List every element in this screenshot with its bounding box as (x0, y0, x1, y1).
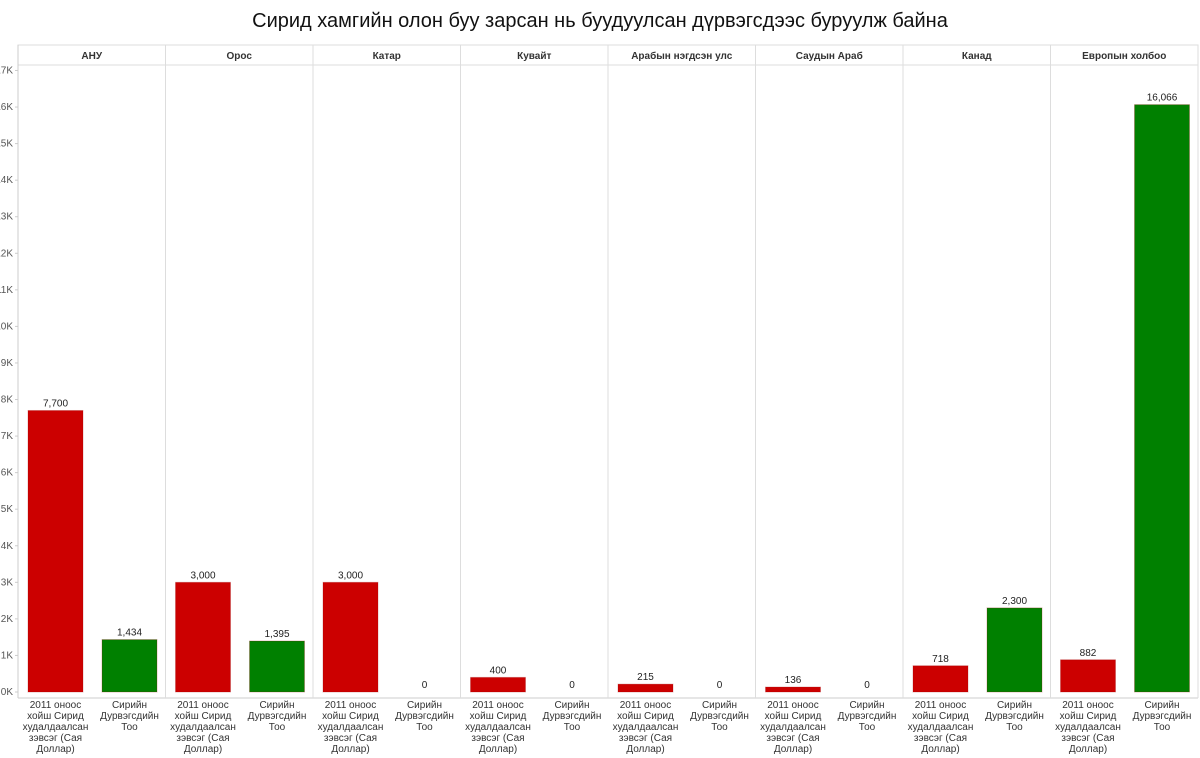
bar (1134, 104, 1190, 693)
facet-label: Канад (962, 51, 992, 62)
y-tick-label: 15K (0, 139, 13, 150)
value-label: 718 (932, 654, 949, 665)
x-tick-label: Сирийн Дурвэгсдийн Тоо (690, 700, 749, 733)
facet-label: Кувайт (517, 51, 551, 62)
value-label: 400 (490, 665, 507, 676)
y-tick-label: 12K (0, 248, 13, 259)
x-tick-label: Сирийн Дурвэгсдийн Тоо (247, 700, 307, 733)
x-tick-label: 2011 оноос хойш Сирид худалдаалсан зэвсэ… (170, 700, 236, 755)
x-tick-label: Сирийн Дурвэгсдийн Тоо (985, 700, 1044, 733)
facet-label: Катар (373, 51, 401, 62)
chart-title: Сирид хамгийн олон буу зарсан нь буудуул… (252, 10, 949, 32)
y-tick-label: 6K (1, 468, 14, 479)
x-tick-label: 2011 оноос хойш Сирид худалдаалсан зэвсэ… (317, 700, 384, 755)
value-label: 16,066 (1147, 93, 1178, 104)
x-tick-label: Сирийн Дурвэгсдийн Тоо (1132, 700, 1192, 733)
x-tick-label: 2011 оноос хойш Сирид худалдаалсан зэвсэ… (612, 700, 679, 755)
bar (322, 581, 379, 693)
x-tick-label: 2011 оноос хойш Сирид худалдаалсан зэвсэ… (907, 700, 974, 755)
bar (27, 409, 84, 693)
value-label: 136 (785, 675, 802, 686)
x-tick-label: 2011 оноос хойш Сирид худалдаалсан зэвсэ… (465, 700, 531, 755)
value-label: 2,300 (1002, 596, 1027, 607)
facet-label: Саудын Араб (796, 50, 863, 62)
y-tick-label: 13K (0, 212, 13, 223)
value-label: 0 (569, 680, 575, 691)
y-tick-label: 11K (0, 285, 13, 296)
value-label: 0 (864, 680, 870, 691)
bar (986, 607, 1043, 693)
value-label: 3,000 (338, 570, 363, 581)
x-tick-label: 2011 оноос хойш Сирид худалдаалсан зэвсэ… (1055, 700, 1121, 755)
facet-label: Арабын нэгдсэн улс (631, 50, 733, 62)
y-tick-label: 7K (1, 431, 14, 442)
bar (765, 686, 821, 693)
facet-label: АНУ (81, 51, 102, 62)
x-tick-label: 2011 оноос хойш Сирид худалдаалсан зэвсэ… (22, 700, 89, 755)
y-tick-label: 17K (0, 65, 13, 76)
bar (101, 639, 158, 693)
bar (1060, 659, 1116, 693)
x-tick-label: Сирийн Дурвэгсдийн Тоо (542, 700, 602, 733)
y-tick-label: 8K (1, 395, 14, 406)
value-label: 1,395 (264, 629, 289, 640)
y-tick-label: 2K (1, 614, 14, 625)
x-tick-label: Сирийн Дурвэгсдийн Тоо (837, 700, 897, 733)
facet-label: Европын холбоо (1082, 50, 1166, 62)
x-tick-label: 2011 оноос хойш Сирид худалдаалсан зэвсэ… (760, 700, 826, 755)
value-label: 1,434 (117, 628, 142, 639)
bar (175, 581, 231, 693)
y-tick-label: 14K (0, 175, 13, 186)
y-tick-label: 4K (1, 541, 14, 552)
value-label: 7,700 (43, 398, 68, 409)
value-label: 882 (1080, 648, 1097, 659)
bar (912, 665, 969, 693)
facet-label: Орос (227, 51, 253, 62)
value-label: 0 (717, 680, 723, 691)
y-tick-label: 9K (1, 358, 14, 369)
y-tick-label: 10K (0, 321, 13, 332)
x-tick-label: Сирийн Дурвэгсдийн Тоо (395, 700, 454, 733)
bar (470, 676, 526, 693)
y-tick-label: 0K (1, 687, 14, 698)
bar (249, 640, 305, 693)
x-tick-label: Сирийн Дурвэгсдийн Тоо (100, 700, 159, 733)
value-label: 215 (637, 672, 654, 683)
y-tick-label: 3K (1, 577, 14, 588)
value-label: 0 (422, 680, 428, 691)
y-tick-label: 1K (1, 650, 14, 661)
y-tick-label: 5K (1, 504, 14, 515)
bar (617, 683, 674, 693)
value-label: 3,000 (190, 570, 215, 581)
y-tick-label: 16K (0, 102, 13, 113)
